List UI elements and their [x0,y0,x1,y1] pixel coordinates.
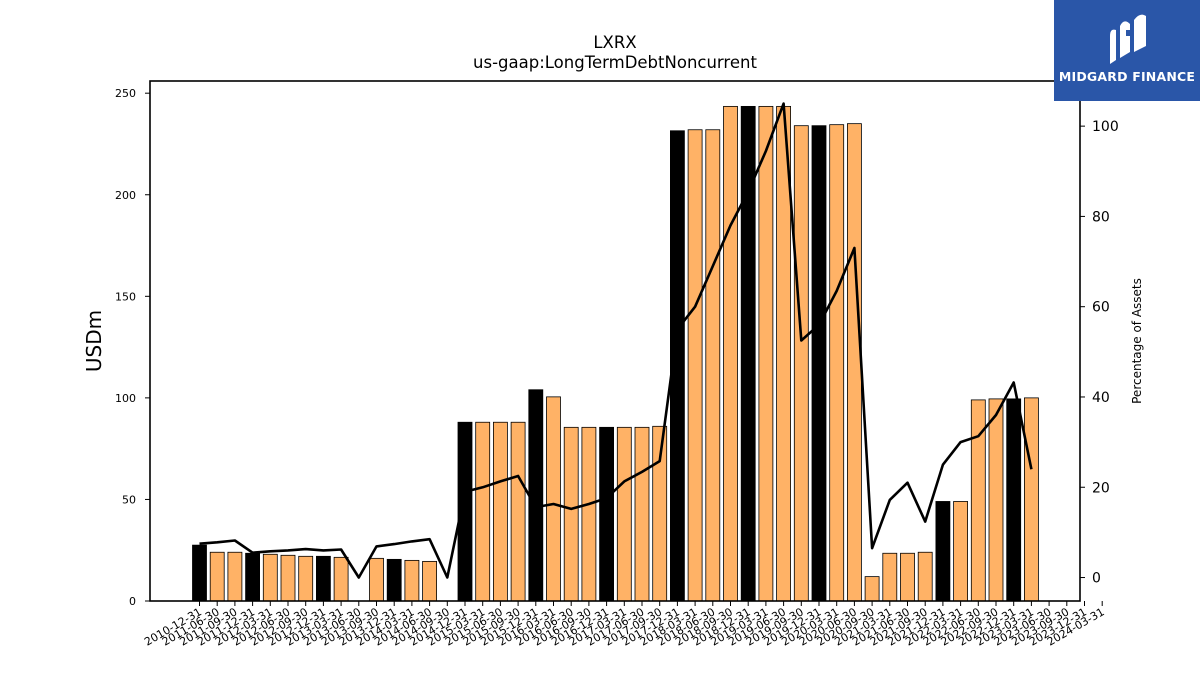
bar [988,398,1004,602]
bar [758,105,774,602]
bar [563,426,579,602]
bar [917,551,933,602]
bar [192,544,207,602]
y2-tick-label: 100 [1092,119,1119,135]
y2-tick-label: 0 [1092,571,1101,587]
plot-frame [149,80,1081,602]
bar [953,501,968,602]
bar [634,426,650,602]
midgard-finance-logo: MIDGARD FINANCE [1054,0,1200,101]
bar [227,551,243,602]
bar [209,551,225,602]
bar [245,552,261,602]
y2-tick-label: 80 [1092,209,1110,225]
bar [315,555,331,602]
chart-subtitle: us-gaap:LongTermDebtNoncurrent [473,53,757,72]
bar [475,421,491,602]
bar [298,555,314,602]
bar [687,129,703,602]
y-tick-label: 0 [129,595,136,608]
logo-text: MIDGARD FINANCE [1058,69,1196,84]
bar [705,129,721,602]
bar [900,552,915,602]
bar [935,501,951,602]
bar [510,421,526,602]
bar [847,123,862,602]
bar [492,421,508,602]
y-axis-label: USDm [82,310,106,372]
bar [581,426,597,602]
bar [811,125,827,602]
y2-tick-label: 20 [1092,480,1110,496]
y-tick-label: 50 [122,493,136,506]
y-tick-label: 250 [115,87,136,100]
bar [280,554,296,602]
bar [369,557,384,602]
bar [422,560,438,602]
bar [528,389,544,602]
bar [599,426,614,602]
chart-title: LXRX [593,33,636,52]
percentage-line [199,102,1033,579]
bar [1006,398,1022,602]
bar [723,105,738,602]
y-tick-label: 100 [115,392,136,405]
bar [1024,397,1039,602]
bar [829,124,845,602]
midgard-logo-icon [1110,14,1146,65]
y2-axis-label: Percentage of Assets [1130,278,1144,404]
bar [404,559,420,602]
y-tick-label: 200 [115,189,136,202]
bar [333,556,349,602]
bar [546,396,561,602]
bar [616,426,632,602]
y-tick-label: 150 [115,290,136,303]
bar [793,125,809,602]
bar [864,576,880,602]
bar [262,553,278,602]
y2-tick-label: 60 [1092,300,1110,316]
y2-tick-label: 40 [1092,390,1110,406]
bar [386,558,402,602]
bar [882,552,898,602]
plot-area: 0501001502002500204060801002010-12-31201… [115,80,1119,649]
